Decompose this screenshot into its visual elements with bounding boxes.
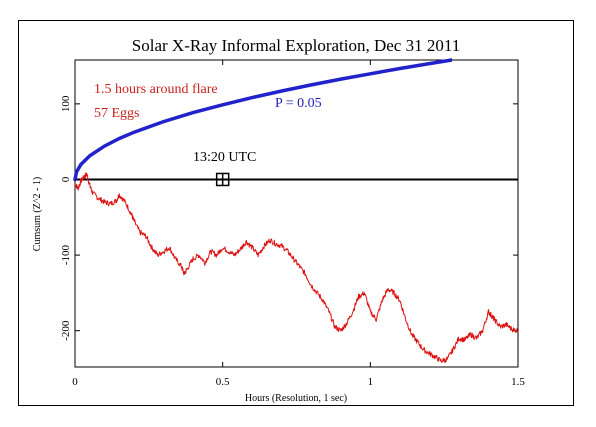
p05-probability-envelope-line [73, 58, 453, 182]
annotation-p-value: P = 0.05 [275, 96, 322, 111]
chart-title: Solar X-Ray Informal Exploration, Dec 31… [132, 36, 460, 55]
x-axis-label: Hours (Resolution, 1 sec) [245, 393, 347, 404]
x-tick-label: 1.5 [511, 376, 525, 388]
chart-frame [18, 20, 574, 406]
y-tick-label: 0 [60, 176, 72, 182]
annotation-event-time: 13:20 UTC [193, 150, 256, 165]
x-tick-label: 1 [368, 376, 374, 388]
y-axis-label: Cumsum (Z^2 - 1) [32, 177, 43, 251]
event-time-marker [215, 172, 230, 187]
y-tick-label: -100 [60, 245, 72, 266]
annotation-eggs: 57 Eggs [94, 106, 140, 121]
plot-area [74, 59, 519, 368]
y-tick-label: -200 [60, 320, 72, 341]
x-tick-label: 0 [72, 376, 78, 388]
x-tick-label: 0.5 [216, 376, 230, 388]
y-tick-label: 100 [60, 95, 72, 112]
cumsum-series-line [74, 172, 519, 363]
annotation-hours: 1.5 hours around flare [94, 82, 218, 97]
